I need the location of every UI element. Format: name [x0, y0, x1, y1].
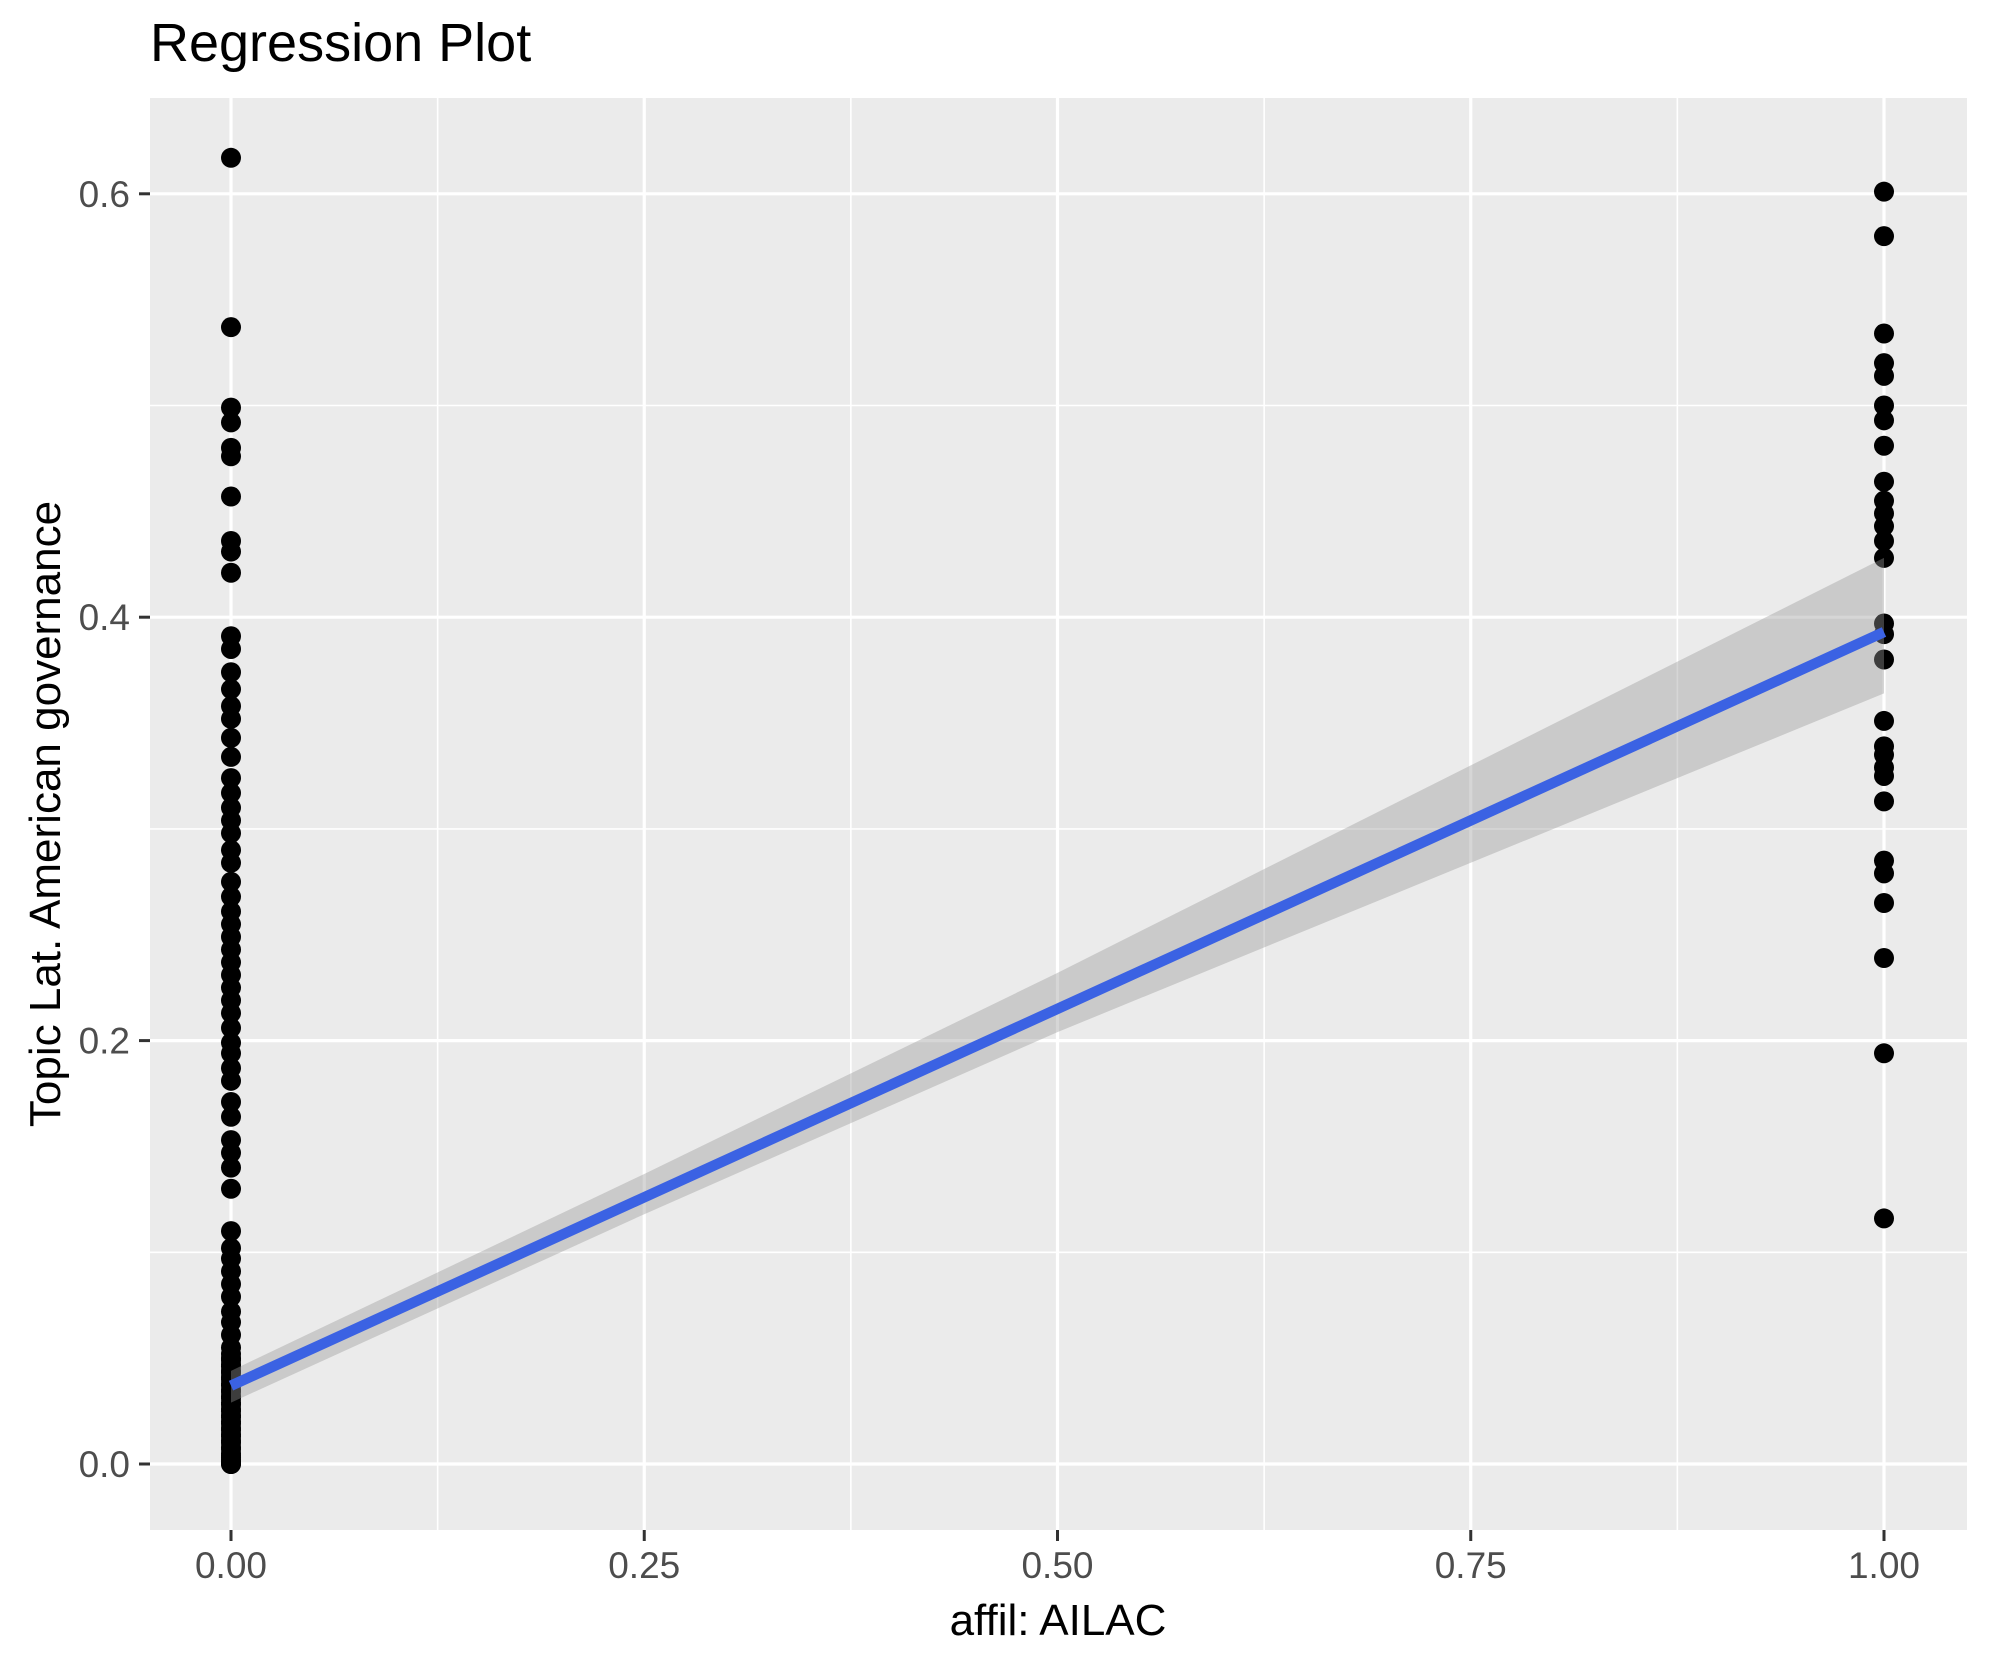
data-point: [221, 1221, 241, 1242]
x-tick-label: 0.50: [1021, 1545, 1093, 1586]
data-point: [221, 1178, 241, 1199]
regression-line-layer: [228, 627, 1887, 1391]
data-point: [221, 1106, 241, 1127]
x-axis-title: affil: AILAC: [949, 1596, 1167, 1645]
y-tick-label: 0.4: [79, 597, 130, 638]
data-point: [1874, 181, 1894, 202]
data-point: [1874, 471, 1894, 492]
data-point: [221, 412, 241, 433]
data-point: [221, 823, 241, 844]
axis-tick-labels-layer: 0.0 0.2 0.4 0.6 0.00 0.25 0.50 0.75 1.00: [79, 174, 1920, 1586]
data-point: [1874, 410, 1894, 431]
data-point: [1874, 435, 1894, 456]
data-point: [1874, 948, 1894, 969]
data-point: [221, 679, 241, 700]
regression-line: [228, 627, 1887, 1391]
axis-ticks-layer: [139, 192, 1886, 1541]
data-point: [221, 562, 241, 583]
data-point: [1874, 649, 1894, 670]
confidence-band-layer: [231, 557, 1884, 1403]
data-point: [1874, 530, 1894, 551]
data-point: [221, 1142, 241, 1163]
data-point: [221, 397, 241, 418]
data-point: [221, 782, 241, 803]
data-point: [1874, 1208, 1894, 1229]
data-point: [1874, 323, 1894, 344]
data-point: [221, 886, 241, 907]
y-tick-label: 0.2: [79, 1021, 130, 1062]
data-point: [221, 1003, 241, 1024]
y-tick-label: 0.6: [79, 174, 130, 215]
data-point: [221, 1157, 241, 1178]
data-point: [1874, 395, 1894, 416]
data-point: [221, 1454, 241, 1474]
data-point: [221, 708, 241, 729]
data-point: [1874, 863, 1894, 884]
data-point: [1874, 1043, 1894, 1064]
confidence-band: [231, 557, 1884, 1403]
data-point: [221, 727, 241, 748]
data-point: [221, 768, 241, 789]
data-point: [221, 486, 241, 507]
x-tick-label: 0.75: [1435, 1545, 1507, 1586]
data-point: [221, 446, 241, 467]
y-axis-title: Topic Lat. American governance: [21, 500, 70, 1128]
data-point: [221, 1043, 241, 1064]
x-tick-label: 1.00: [1848, 1545, 1920, 1586]
data-point: [221, 317, 241, 338]
x-tick-label: 0.00: [195, 1545, 267, 1586]
data-point: [1874, 365, 1894, 386]
data-point: [221, 1017, 241, 1038]
data-point: [221, 147, 241, 168]
data-point: [221, 662, 241, 683]
data-point: [221, 852, 241, 873]
data-point: [221, 1070, 241, 1091]
data-point: [1874, 765, 1894, 786]
data-point: [221, 1091, 241, 1112]
x-tick-label: 0.25: [608, 1545, 680, 1586]
data-point: [1874, 226, 1894, 247]
data-point: [221, 1286, 241, 1307]
data-point: [221, 638, 241, 659]
data-point: [221, 746, 241, 767]
data-point: [221, 871, 241, 892]
data-point: [1874, 516, 1894, 537]
data-point: [1874, 791, 1894, 812]
data-point: [221, 541, 241, 562]
data-point: [1874, 892, 1894, 913]
plot-title: Regression Plot: [150, 13, 532, 73]
y-tick-label: 0.0: [79, 1444, 130, 1485]
data-point: [1874, 547, 1894, 568]
data-point: [1874, 710, 1894, 731]
